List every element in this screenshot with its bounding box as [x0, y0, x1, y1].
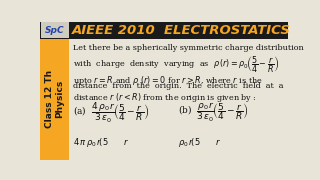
Text: distance $r$ $(r < R)$ from the origin is given by :: distance $r$ $(r < R)$ from the origin i…: [73, 91, 256, 104]
Text: (a)  $\dfrac{4\,\rho_0\,r}{3\,\varepsilon_0}\!\left(\dfrac{5}{4} - \dfrac{r}{R}\: (a) $\dfrac{4\,\rho_0\,r}{3\,\varepsilon…: [73, 101, 149, 125]
Text: distance  from  the  origin.  The  electric  field  at  a: distance from the origin. The electric f…: [73, 82, 283, 90]
FancyBboxPatch shape: [41, 22, 69, 38]
Text: $4\,\pi\,\rho_0\,r\!\left(5\quad\quad r\right.$: $4\,\pi\,\rho_0\,r\!\left(5\quad\quad r\…: [73, 136, 129, 148]
FancyBboxPatch shape: [40, 22, 288, 39]
FancyBboxPatch shape: [40, 39, 69, 160]
Text: Let there be a spherically symmetric charge distribution: Let there be a spherically symmetric cha…: [73, 44, 303, 52]
Text: $\rho_0\,r\!\left(5\quad\quad r\right.$: $\rho_0\,r\!\left(5\quad\quad r\right.$: [178, 136, 221, 148]
Text: upto $r = R$ and $\rho$ $(r) = 0$ for $r > R$, where $r$ is the: upto $r = R$ and $\rho$ $(r) = 0$ for $r…: [73, 74, 262, 87]
Text: SpC: SpC: [45, 26, 65, 35]
Text: Class 12 Th
Physics: Class 12 Th Physics: [45, 70, 64, 129]
Text: (b)  $\dfrac{\rho_0\,r}{3\,\varepsilon_0}\!\left(\dfrac{5}{4} - \dfrac{r}{R}\rig: (b) $\dfrac{\rho_0\,r}{3\,\varepsilon_0}…: [178, 101, 249, 124]
Text: AIEEE 2010  ELECTROSTATICS: AIEEE 2010 ELECTROSTATICS: [72, 24, 291, 37]
Text: with  charge  density  varying  as  $\rho\,(r) = \rho_0\!\left(\dfrac{5}{4} - \d: with charge density varying as $\rho\,(r…: [73, 55, 279, 75]
